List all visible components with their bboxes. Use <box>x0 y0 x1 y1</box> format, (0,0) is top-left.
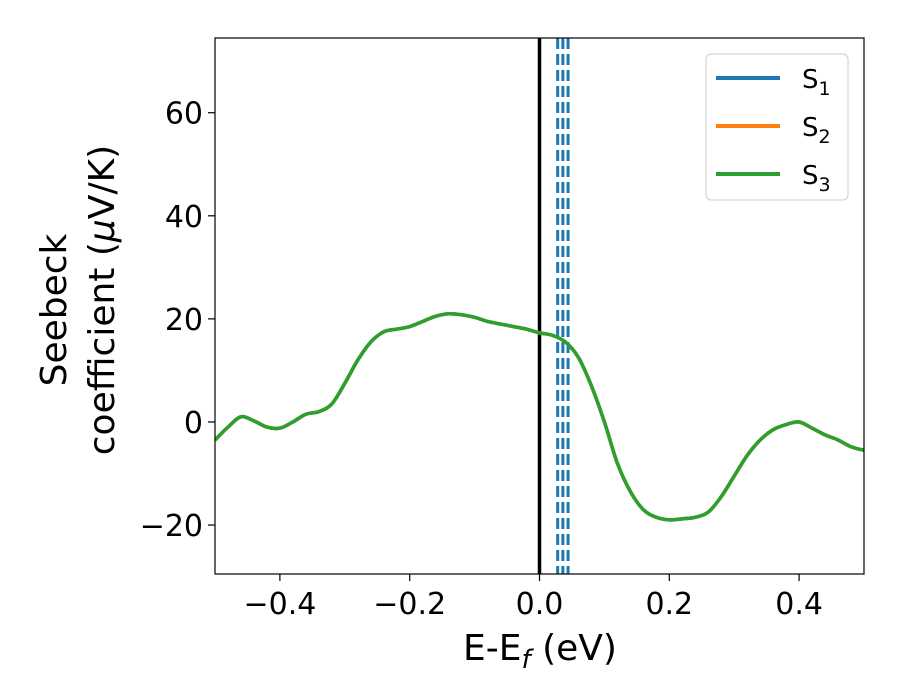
x-axis-label: E-Ef (eV) <box>463 628 617 675</box>
series-line-3 <box>215 311 864 522</box>
y-tick-label: 20 <box>165 303 203 338</box>
legend-label-1: S1 <box>802 65 831 100</box>
x-tick-label: −0.2 <box>373 587 446 622</box>
legend-label-2: S2 <box>802 113 831 148</box>
y-tick-label: 40 <box>165 200 203 235</box>
legend: S1 S2 S3 <box>705 53 849 201</box>
y-tick-label: −20 <box>140 509 203 544</box>
x-axis-ticks: −0.4 −0.2 0.0 0.2 0.4 <box>243 574 823 622</box>
y-axis-label-line2: coefficient (μV/K) <box>82 145 123 455</box>
y-tick-label: 0 <box>184 406 203 441</box>
legend-label-3: S3 <box>802 161 831 196</box>
vertical-lines <box>537 38 570 574</box>
x-tick-label: −0.4 <box>243 587 316 622</box>
y-tick-label: 60 <box>165 97 203 132</box>
x-tick-label: 0.4 <box>775 587 823 622</box>
x-tick-label: 0.0 <box>516 587 564 622</box>
y-axis-label-line1: Seebeck <box>34 233 75 386</box>
series-lines <box>215 311 864 522</box>
x-tick-label: 0.2 <box>645 587 693 622</box>
y-axis-ticks: −20 0 20 40 60 <box>140 97 215 544</box>
